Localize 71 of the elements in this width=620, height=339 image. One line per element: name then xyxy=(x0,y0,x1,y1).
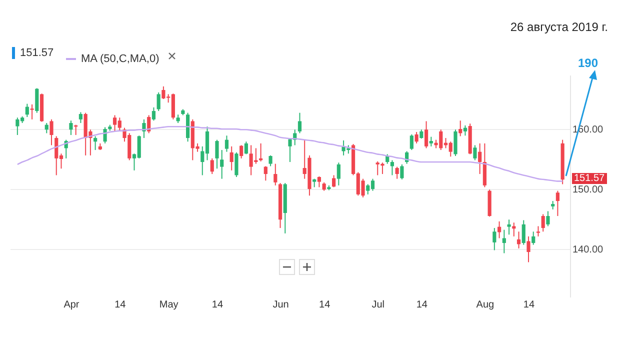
candlestick xyxy=(30,104,34,120)
x-tick-label: Jun xyxy=(272,300,289,310)
candlestick xyxy=(541,214,545,232)
text: 151.57 xyxy=(20,47,54,59)
candlestick xyxy=(224,135,229,152)
x-tick-label: Jul xyxy=(372,300,385,310)
x-tick-label: Apr xyxy=(64,300,80,310)
candlestick xyxy=(220,150,224,180)
candlestick xyxy=(274,163,278,186)
candlestick xyxy=(142,118,146,138)
candlestick xyxy=(69,120,73,136)
candlestick xyxy=(78,112,83,124)
candlestick xyxy=(502,229,506,254)
candlestick xyxy=(230,146,234,171)
candlestick xyxy=(478,142,482,174)
x-tick-label: 14 xyxy=(212,300,224,310)
candlestick xyxy=(512,222,516,237)
candlestick xyxy=(298,112,302,134)
candlestick xyxy=(103,126,107,144)
x-tick-label: 14 xyxy=(416,300,428,310)
candlestick xyxy=(215,139,219,170)
candlestick xyxy=(400,164,404,180)
y-tick-label: 150.00 xyxy=(572,184,604,196)
candlestick xyxy=(463,124,468,136)
candlestick xyxy=(152,106,156,122)
candlestick xyxy=(336,162,340,186)
legend-label: MA (50,C,MA,0) xyxy=(81,53,160,65)
candlestick xyxy=(25,103,29,118)
x-tick-label: 14 xyxy=(523,300,535,310)
candlestick xyxy=(244,141,248,155)
candlestick xyxy=(522,220,526,246)
candlestick xyxy=(50,118,54,146)
candlestick xyxy=(186,112,190,142)
candlestick xyxy=(395,166,399,180)
candlestick xyxy=(532,231,536,246)
candlestick xyxy=(410,134,414,150)
candlestick xyxy=(414,132,418,144)
candlestick xyxy=(473,144,477,161)
x-tick-label: 14 xyxy=(319,300,331,310)
text: 151.57 xyxy=(572,173,607,184)
candlestick xyxy=(268,154,272,167)
candlestick xyxy=(240,144,244,159)
candlestick xyxy=(507,219,511,236)
candlestick xyxy=(429,136,433,147)
candlestick xyxy=(35,88,39,114)
candlestick xyxy=(497,220,502,239)
candlestick xyxy=(94,136,98,150)
candlestick xyxy=(390,160,394,176)
candlestick xyxy=(458,120,462,137)
candlestick xyxy=(156,92,160,112)
candlestick xyxy=(454,129,458,156)
chart-title: 26 августа 2019 г. xyxy=(510,20,608,34)
candlestick xyxy=(516,231,521,249)
candlestick xyxy=(317,176,322,188)
candlestick xyxy=(44,122,48,134)
candlestick xyxy=(556,190,560,216)
y-tick-label: 140.00 xyxy=(572,244,604,256)
x-tick-label: Aug xyxy=(476,300,494,310)
candlestick xyxy=(546,210,550,227)
candlestick xyxy=(264,166,268,182)
text: 190 xyxy=(578,56,598,70)
x-tick-label: May xyxy=(159,300,178,310)
candlestick xyxy=(332,174,336,188)
candlestick xyxy=(492,228,496,251)
candlestick xyxy=(526,236,530,263)
candlestick xyxy=(482,142,486,188)
x-tick-label: 14 xyxy=(114,300,126,310)
candlestick xyxy=(424,120,428,149)
candlestick xyxy=(210,158,214,174)
candlestick xyxy=(234,152,238,178)
candlestick xyxy=(536,226,540,237)
